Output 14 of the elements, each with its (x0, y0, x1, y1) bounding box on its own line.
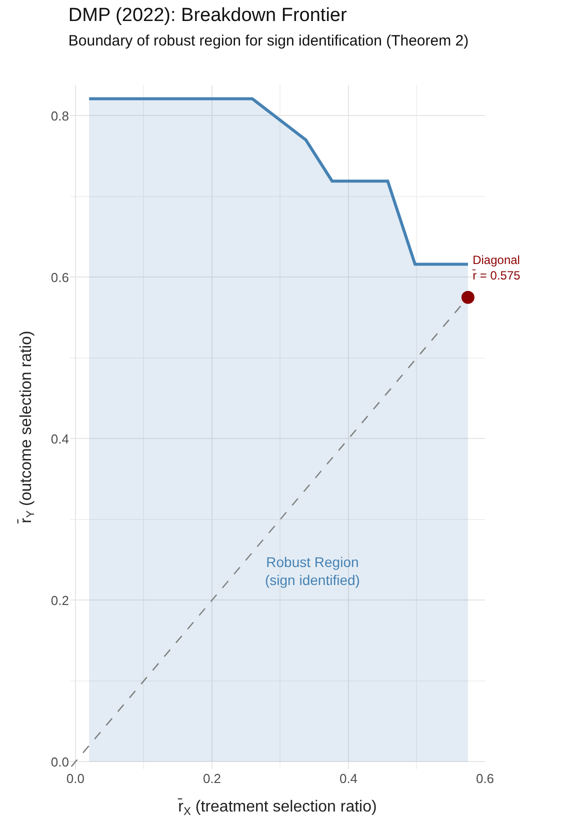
annotation: Robust Region (sign identified) (265, 554, 360, 588)
chart-title: DMP (2022): Breakdown Frontier (68, 4, 348, 26)
x-tick-label: 0.6 (476, 771, 494, 786)
x-tick-label: 0.4 (339, 771, 358, 786)
chart-subtitle: Boundary of robust region for sign identification (Theorem 2) (68, 32, 469, 50)
y-tick-label: 0.8 (50, 108, 69, 124)
y-tick-label: 0.4 (50, 431, 69, 446)
x-tick-label: 0.2 (202, 771, 222, 786)
annotation: Diagonal r̄ = 0.575 (472, 253, 521, 283)
x-tick-label: 0.0 (66, 771, 84, 786)
y-tick-label: 0.2 (50, 592, 69, 608)
x-axis-title: r̄$_{X}$ (treatment selection ratio) (177, 798, 377, 818)
y-tick-label: 0.6 (50, 270, 69, 285)
y-tick-label: 0.0 (50, 754, 69, 770)
